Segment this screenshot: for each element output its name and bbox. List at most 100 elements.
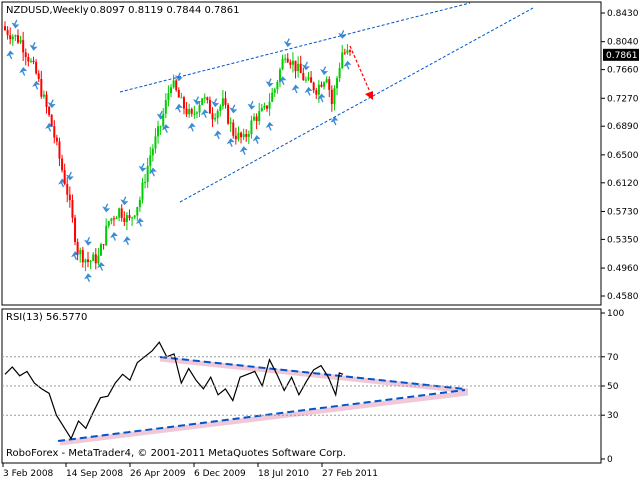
price-axis: 0.8430 0.8040 0.7660 0.7270 0.6890 0.6500 0.61… <box>601 9 639 302</box>
candle-body <box>190 109 193 114</box>
current-price-box <box>603 48 639 61</box>
candle-body <box>40 78 43 97</box>
fractal-arrow-icon <box>65 171 74 181</box>
fractal-arrow-icon <box>200 109 209 119</box>
candle-body <box>37 73 40 79</box>
candle-body <box>24 52 27 57</box>
lower-band <box>59 390 469 446</box>
fractal-arrow-icon <box>19 66 28 76</box>
candle-body <box>146 165 149 182</box>
price-tick-label: 0.7270 <box>607 94 639 104</box>
candle-body <box>265 105 268 109</box>
candle-body <box>133 215 136 218</box>
candle-body <box>203 97 206 99</box>
candle-body <box>71 200 74 218</box>
fractal-arrow-icon <box>229 104 238 114</box>
candle-body <box>237 132 240 140</box>
price-tick-label: 0.6500 <box>607 151 639 161</box>
candle-body <box>216 110 219 118</box>
fractal-arrow-icon <box>226 138 235 148</box>
candle-body <box>58 141 61 159</box>
candle-body <box>118 208 121 218</box>
fractal-arrow-icon <box>338 29 347 39</box>
candle-body <box>214 117 217 120</box>
candle-body <box>271 92 274 102</box>
time-tick-label: 26 Apr 2009 <box>130 469 186 479</box>
candle-body <box>180 97 183 99</box>
rsi-tick-label: 100 <box>607 309 624 319</box>
candle-body <box>341 52 344 69</box>
fractal-arrow-icon <box>291 84 300 94</box>
candle-body <box>336 78 339 89</box>
fractal-arrow-icon <box>211 98 220 108</box>
current-price-label: 0.7861 <box>606 51 638 61</box>
candle-body <box>284 58 287 60</box>
rsi-axis: 100 70 50 30 0 <box>2 309 624 465</box>
fractal-arrow-icon <box>317 93 326 103</box>
fractal-arrow-icon <box>109 232 118 242</box>
candle-body <box>115 217 118 220</box>
candle-body <box>320 84 323 87</box>
candle-body <box>42 94 45 97</box>
price-tick-label: 0.5730 <box>607 207 639 217</box>
candle-body <box>6 30 9 36</box>
candle-body <box>206 97 209 100</box>
candle-body <box>260 107 263 112</box>
candle-body <box>268 101 271 109</box>
candle-body <box>273 89 276 93</box>
candle-body <box>164 100 167 114</box>
rsi-line <box>4 341 344 440</box>
candle-body <box>208 99 211 114</box>
fractal-arrow-icon <box>265 78 274 88</box>
candle-body <box>102 244 105 246</box>
price-panel <box>1 1 602 306</box>
fractal-arrow-icon <box>6 50 15 60</box>
fractal-arrow-icon <box>278 76 287 86</box>
candle-body <box>299 63 302 74</box>
candle-body <box>53 126 56 138</box>
price-marks <box>4 2 534 283</box>
fractal-arrow-icon <box>192 96 201 106</box>
candle-body <box>123 217 126 223</box>
time-tick-label: 3 Feb 2008 <box>3 469 54 479</box>
candle-body <box>45 94 48 107</box>
candle-body <box>281 59 284 70</box>
candle-body <box>242 134 245 138</box>
candle-body <box>315 90 318 95</box>
fractal-arrow-icon <box>187 122 196 132</box>
candle-body <box>63 170 66 185</box>
candle-body <box>107 221 110 226</box>
fractal-arrow-icon <box>29 41 38 51</box>
fractal-arrow-icon <box>174 103 183 113</box>
fractal-arrow-icon <box>96 261 105 271</box>
candle-body <box>232 122 235 136</box>
symbol-label: NZDUSD,Weekly <box>6 5 89 16</box>
candle-body <box>234 135 237 140</box>
price-tick-label: 0.6120 <box>607 179 639 189</box>
rsi-lower-trendline <box>57 389 466 442</box>
rsi-tick-label: 50 <box>607 382 619 392</box>
candle-body <box>61 158 64 171</box>
fractal-arrow-icon <box>84 273 93 283</box>
candle-body <box>29 60 32 62</box>
candle-body <box>185 108 188 115</box>
candle-body <box>11 36 14 40</box>
fractal-arrow-icon <box>330 116 339 126</box>
candle-body <box>68 194 71 201</box>
time-tick-label: 18 Jul 2010 <box>258 469 309 479</box>
fractal-arrow-icon <box>283 38 292 48</box>
candle-body <box>94 254 97 264</box>
rsi-upper-trendline <box>159 356 466 390</box>
fractal-arrow-icon <box>138 162 147 172</box>
price-tick-label: 0.4960 <box>607 264 639 274</box>
candle-body <box>144 181 147 183</box>
candle-body <box>219 106 222 111</box>
candle-body <box>32 60 35 63</box>
candle-body <box>170 87 173 94</box>
time-axis: 3 Feb 2008 14 Sep 2008 26 Apr 2009 6 Dec 20… <box>2 463 378 479</box>
candle-body <box>159 126 162 128</box>
rsi-label: RSI(13) 56.5770 <box>6 312 87 323</box>
candle-body <box>92 254 95 261</box>
fractal-arrow-icon <box>247 100 256 110</box>
